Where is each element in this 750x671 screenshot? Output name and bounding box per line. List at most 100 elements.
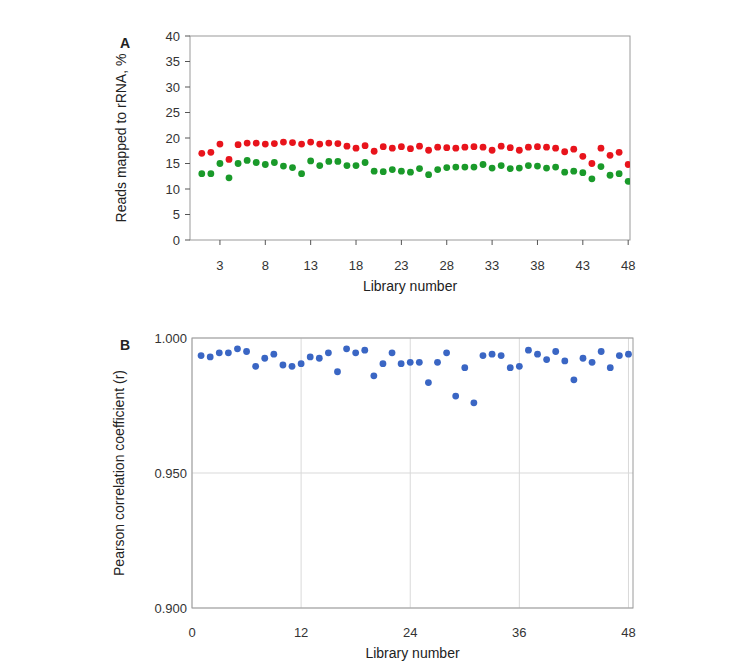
tick-mark bbox=[185, 163, 190, 164]
data-point bbox=[471, 164, 478, 171]
tick-label: 48 bbox=[621, 258, 635, 273]
figure: 3813182328333843480510152025303540Librar… bbox=[0, 0, 750, 671]
data-point bbox=[471, 143, 478, 150]
data-point bbox=[253, 140, 260, 147]
data-point bbox=[243, 348, 250, 355]
data-point bbox=[316, 162, 323, 169]
data-point bbox=[226, 156, 233, 163]
data-point bbox=[561, 169, 568, 176]
data-point bbox=[616, 352, 623, 359]
tick-label: 40 bbox=[166, 29, 180, 44]
data-point bbox=[461, 164, 468, 171]
data-point bbox=[607, 364, 614, 371]
data-point bbox=[543, 356, 550, 363]
tick-mark bbox=[446, 240, 447, 245]
data-point bbox=[470, 399, 477, 406]
tick-label: 8 bbox=[262, 258, 269, 273]
data-point bbox=[407, 145, 414, 152]
data-point bbox=[280, 163, 287, 170]
data-point bbox=[225, 349, 232, 356]
data-point bbox=[217, 160, 224, 167]
tick-mark bbox=[356, 240, 357, 245]
tick-label: 0.950 bbox=[154, 466, 187, 481]
tick-mark bbox=[310, 240, 311, 245]
data-point bbox=[552, 164, 559, 171]
data-point bbox=[316, 355, 323, 362]
data-point bbox=[298, 360, 305, 367]
data-point bbox=[235, 160, 242, 167]
tick-label: 12 bbox=[294, 625, 308, 640]
data-point bbox=[353, 162, 360, 169]
data-point bbox=[380, 143, 387, 150]
data-point bbox=[352, 349, 359, 356]
tick-mark bbox=[492, 240, 493, 245]
tick-label: 0 bbox=[188, 625, 195, 640]
data-point bbox=[507, 364, 514, 371]
tick-mark bbox=[185, 240, 190, 241]
tick-label: 5 bbox=[173, 207, 180, 222]
tick-mark bbox=[185, 112, 190, 113]
data-point bbox=[207, 354, 214, 361]
data-point bbox=[534, 143, 541, 150]
data-point bbox=[607, 172, 614, 179]
data-point bbox=[480, 144, 487, 151]
data-point bbox=[198, 170, 205, 177]
data-point bbox=[579, 169, 586, 176]
tick-label: 25 bbox=[166, 105, 180, 120]
tick-mark bbox=[185, 138, 190, 139]
data-point bbox=[480, 352, 487, 359]
data-point bbox=[525, 144, 532, 151]
data-point bbox=[226, 174, 233, 181]
y-axis-label: Pearson correlation coefficient (r) bbox=[111, 370, 127, 576]
data-point bbox=[416, 359, 423, 366]
data-point bbox=[362, 159, 369, 166]
data-point bbox=[234, 345, 241, 352]
data-point bbox=[280, 139, 287, 146]
data-point bbox=[480, 161, 487, 168]
data-point bbox=[570, 168, 577, 175]
panel: 3813182328333843480510152025303540Librar… bbox=[113, 29, 635, 295]
data-point bbox=[434, 166, 441, 173]
data-point bbox=[307, 354, 314, 361]
x-axis-label: Library number bbox=[365, 645, 459, 661]
tick-mark bbox=[401, 240, 402, 245]
data-point bbox=[625, 161, 630, 168]
data-point bbox=[561, 358, 568, 365]
data-point bbox=[307, 139, 314, 146]
data-point bbox=[525, 347, 532, 354]
data-point bbox=[389, 145, 396, 152]
data-point bbox=[443, 164, 450, 171]
tick-label: 43 bbox=[576, 258, 590, 273]
data-point bbox=[516, 147, 523, 154]
data-point bbox=[525, 162, 532, 169]
plot-frame bbox=[192, 338, 633, 608]
data-point bbox=[380, 360, 387, 367]
data-point bbox=[398, 360, 405, 367]
data-point bbox=[261, 355, 268, 362]
data-point bbox=[616, 149, 623, 156]
data-point bbox=[334, 368, 341, 375]
data-point bbox=[425, 379, 432, 386]
data-point bbox=[253, 159, 260, 166]
tick-mark bbox=[537, 240, 538, 245]
data-point bbox=[534, 351, 541, 358]
data-point bbox=[298, 141, 305, 148]
data-point bbox=[543, 144, 550, 151]
data-point bbox=[362, 142, 369, 149]
data-point bbox=[244, 140, 251, 147]
tick-label: 24 bbox=[403, 625, 417, 640]
tick-mark bbox=[582, 240, 583, 245]
data-point bbox=[452, 393, 459, 400]
data-point bbox=[598, 145, 605, 152]
data-point bbox=[389, 166, 396, 173]
data-point bbox=[416, 165, 423, 172]
data-point bbox=[262, 141, 269, 148]
data-point bbox=[207, 149, 214, 156]
data-point bbox=[489, 351, 496, 358]
data-point bbox=[580, 355, 587, 362]
tick-mark bbox=[185, 87, 190, 88]
data-group bbox=[198, 345, 632, 406]
tick-label: 28 bbox=[440, 258, 454, 273]
data-point bbox=[598, 163, 605, 170]
tick-label: 18 bbox=[349, 258, 363, 273]
